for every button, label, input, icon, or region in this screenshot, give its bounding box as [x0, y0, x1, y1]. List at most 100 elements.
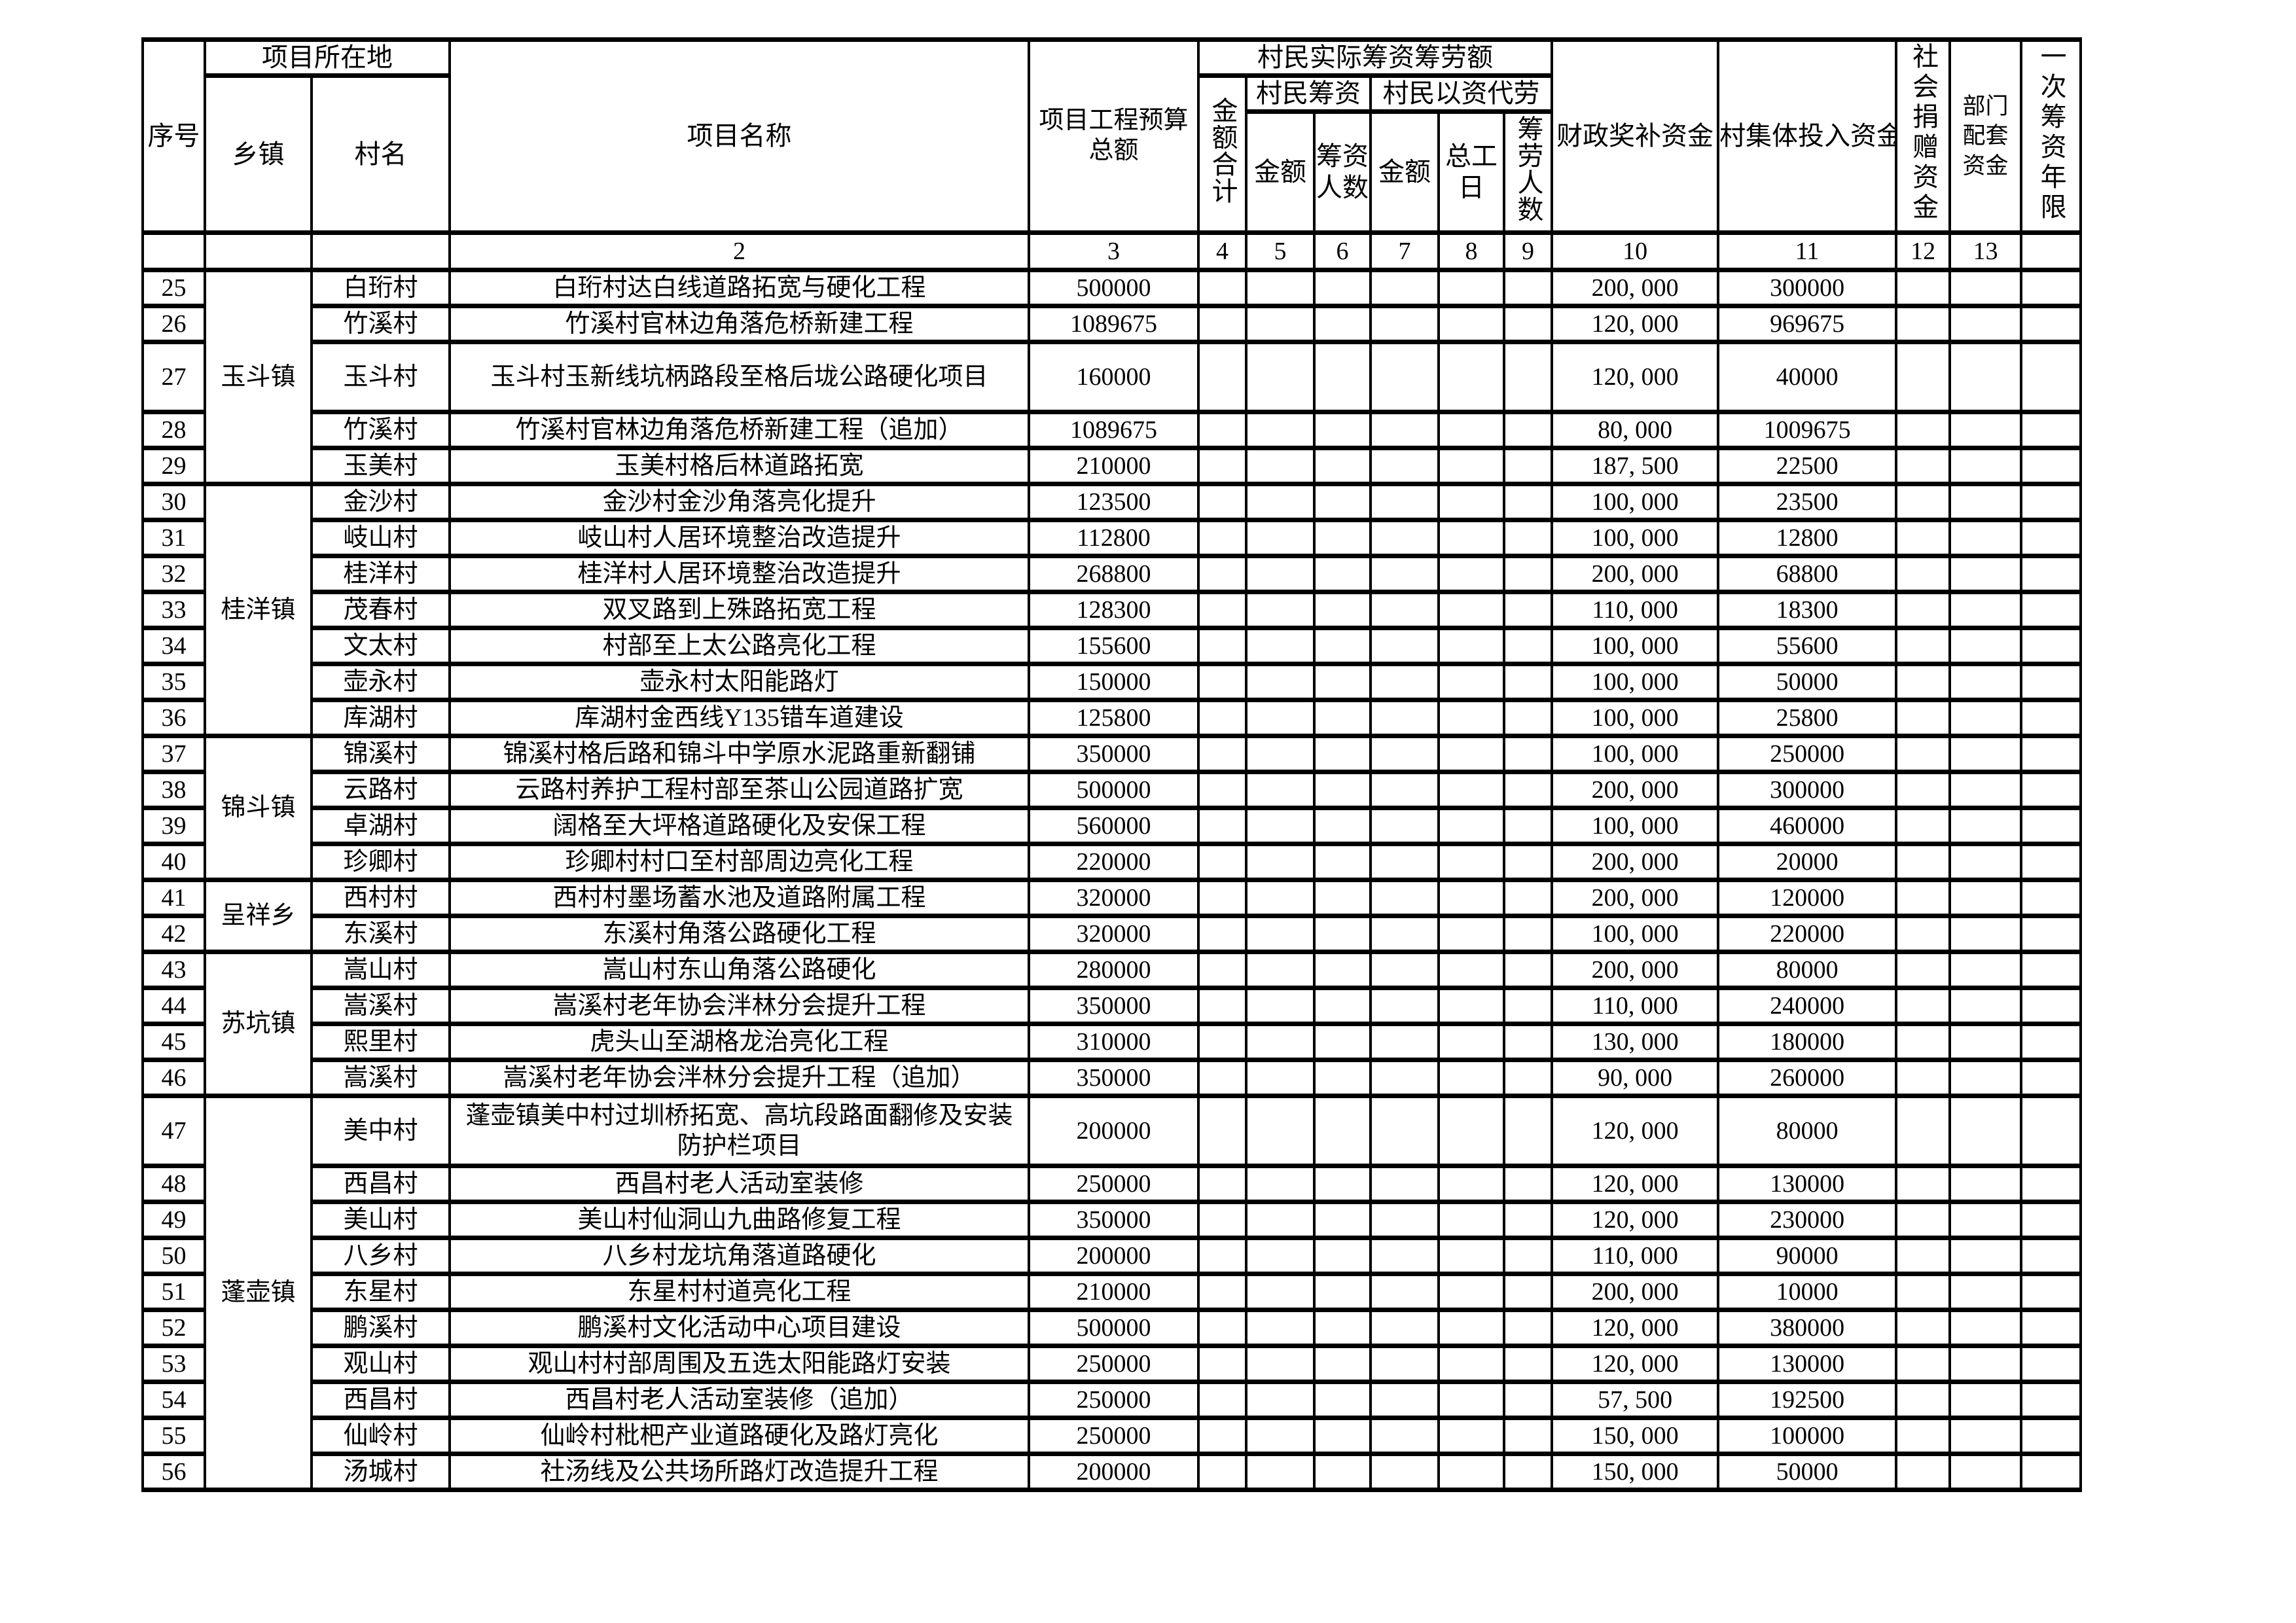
- cell-amount-sum: [1197, 950, 1247, 990]
- table-row: 32 桂洋村 桂洋村人居环境整治改造提升 268800 200, 000 68800: [141, 554, 2083, 594]
- cell-donation: [1895, 842, 1952, 882]
- cell-lb-amount: [1369, 914, 1440, 954]
- cell-donation: [1895, 1272, 1952, 1312]
- cell-village: 鹏溪村: [310, 1308, 451, 1348]
- table-row: 27 玉斗村 玉斗村玉新线坑柄路段至格后垅公路硬化项目 160000 120, 000 4…: [141, 340, 2083, 414]
- cell-budget: 250000: [1028, 1416, 1200, 1456]
- table-row: 26 竹溪村 竹溪村官林边角落危桥新建工程 1089675 120, 000 969675: [141, 304, 2083, 344]
- header-collective: 村集体投入资金: [1717, 37, 1898, 235]
- cell-lb-people: [1502, 482, 1554, 522]
- cell-lb-people: [1502, 770, 1554, 810]
- cell-vr-people: [1313, 518, 1372, 558]
- cell-seq: 52: [141, 1308, 206, 1348]
- cell-project-name: 西村村墨场蓄水池及道路附属工程: [448, 878, 1030, 918]
- cell-lb-people: [1502, 1164, 1554, 1204]
- cell-dept: [1948, 1272, 2023, 1312]
- cell-lb-people: [1502, 410, 1554, 450]
- cell-seq: 45: [141, 1022, 206, 1062]
- cell-seq: 34: [141, 626, 206, 666]
- cell-donation: [1895, 482, 1952, 522]
- cell-amount-sum: [1197, 518, 1247, 558]
- cell-budget: 320000: [1028, 878, 1200, 918]
- table-row: 46 嵩溪村 嵩溪村老年协会泮林分会提升工程（追加） 350000 90, 000 260…: [141, 1058, 2083, 1098]
- cell-project-name: 竹溪村官林边角落危桥新建工程: [448, 304, 1030, 344]
- cell-budget: 500000: [1028, 1308, 1200, 1348]
- cell-lb-days: [1437, 1094, 1505, 1168]
- cell-fiscal: 80, 000: [1551, 410, 1720, 450]
- cell-budget: 160000: [1028, 340, 1200, 414]
- cell-fiscal: 130, 000: [1551, 1022, 1720, 1062]
- cell-lb-days: [1437, 698, 1505, 738]
- cell-donation: [1895, 1058, 1952, 1098]
- cell-vr-people: [1313, 1236, 1372, 1276]
- cell-lb-days: [1437, 986, 1505, 1026]
- cell-project-name: 东溪村角落公路硬化工程: [448, 914, 1030, 954]
- cell-vr-amount: [1245, 590, 1316, 630]
- cell-lb-amount: [1369, 770, 1440, 810]
- cell-lb-days: [1437, 1022, 1505, 1062]
- cell-vr-people: [1313, 1200, 1372, 1240]
- cell-lb-days: [1437, 482, 1505, 522]
- cell-dept: [1948, 1308, 2023, 1348]
- cell-seq: 30: [141, 482, 206, 522]
- cell-budget: 250000: [1028, 1344, 1200, 1384]
- cell-lb-amount: [1369, 1058, 1440, 1098]
- cell-project-name: 阔格至大坪格道路硬化及安保工程: [448, 806, 1030, 846]
- cell-vr-amount: [1245, 914, 1316, 954]
- cell-vr-people: [1313, 806, 1372, 846]
- cell-amount-sum: [1197, 304, 1247, 344]
- cell-fiscal: 200, 000: [1551, 950, 1720, 990]
- cell-village: 东溪村: [310, 914, 451, 954]
- table-row: 41 呈祥乡 西村村 西村村墨场蓄水池及道路附属工程 320000 200, 000 120…: [141, 878, 2083, 954]
- cell-village: 观山村: [310, 1344, 451, 1384]
- table-row: 33 茂春村 双叉路到上殊路拓宽工程 128300 110, 000 18300: [141, 590, 2083, 630]
- cell-donation: [1895, 1452, 1952, 1492]
- column-number-cell: 13: [1948, 230, 2023, 272]
- cell-town: 锦斗镇: [204, 734, 313, 882]
- cell-seq: 40: [141, 842, 206, 882]
- table-row: 53 观山村 观山村村部周围及五选太阳能路灯安装 250000 120, 000 1300…: [141, 1344, 2083, 1384]
- table-row: 37 锦斗镇 锦溪村 锦溪村格后路和锦斗中学原水泥路重新翻铺 350000 100, 00…: [141, 734, 2083, 882]
- cell-amount-sum: [1197, 1272, 1247, 1312]
- column-number-cell: 6: [1313, 230, 1372, 272]
- cell-vr-amount: [1245, 1416, 1316, 1456]
- cell-fiscal: 120, 000: [1551, 340, 1720, 414]
- cell-donation: [1895, 662, 1952, 702]
- table-row: 42 东溪村 东溪村角落公路硬化工程 320000 100, 000 220000: [141, 914, 2083, 954]
- header-fiscal: 财政奖补资金: [1551, 37, 1720, 235]
- header-donation: 社会捐赠资金: [1895, 37, 1952, 235]
- cell-dept: [1948, 698, 2023, 738]
- cell-donation: [1895, 446, 1952, 486]
- cell-project-name: 村部至上太公路亮化工程: [448, 626, 1030, 666]
- column-number-cell: [2020, 230, 2083, 272]
- cell-term: [2020, 446, 2083, 486]
- cell-lb-days: [1437, 590, 1505, 630]
- cell-lb-amount: [1369, 806, 1440, 846]
- cell-project-name: 白珩村达白线道路拓宽与硬化工程: [448, 268, 1030, 308]
- cell-budget: 112800: [1028, 518, 1200, 558]
- cell-project-name: 玉斗村玉新线坑柄路段至格后垅公路硬化项目: [448, 340, 1030, 414]
- cell-lb-amount: [1369, 1164, 1440, 1204]
- cell-lb-people: [1502, 986, 1554, 1026]
- cell-fiscal: 100, 000: [1551, 518, 1720, 558]
- cell-project-name: 玉美村格后林道路拓宽: [448, 446, 1030, 486]
- cell-vr-amount: [1245, 770, 1316, 810]
- cell-project-name: 嵩溪村老年协会泮林分会提升工程: [448, 986, 1030, 1026]
- cell-collective: 240000: [1717, 986, 1898, 1026]
- cell-vr-amount: [1245, 1344, 1316, 1384]
- cell-vr-amount: [1245, 554, 1316, 594]
- cell-budget: 350000: [1028, 734, 1200, 774]
- cell-seq: 54: [141, 1380, 206, 1420]
- cell-town: 蓬壶镇: [204, 1094, 313, 1492]
- cell-vr-amount: [1245, 1272, 1316, 1312]
- cell-lb-amount: [1369, 1380, 1440, 1420]
- cell-dept: [1948, 1058, 2023, 1098]
- cell-lb-amount: [1369, 950, 1440, 990]
- cell-dept: [1948, 1164, 2023, 1204]
- cell-amount-sum: [1197, 770, 1247, 810]
- cell-vr-amount: [1245, 1058, 1316, 1098]
- header-town: 乡镇: [204, 73, 313, 235]
- cell-budget: 560000: [1028, 806, 1200, 846]
- table-body: 25 玉斗镇 白珩村 白珩村达白线道路拓宽与硬化工程 500000 200, 000 300…: [141, 268, 2083, 1492]
- cell-village: 珍卿村: [310, 842, 451, 882]
